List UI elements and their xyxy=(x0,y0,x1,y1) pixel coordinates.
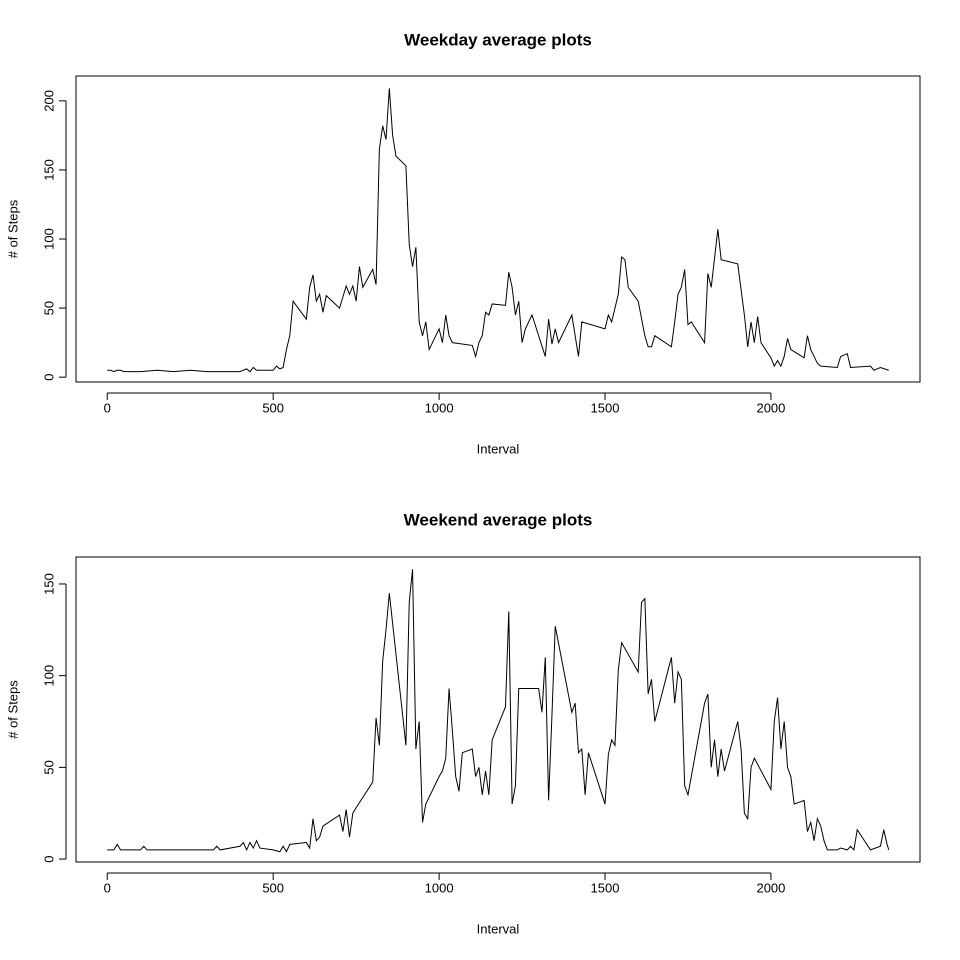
y-tick-label: 0 xyxy=(41,374,56,381)
y-axis-label: # of Steps xyxy=(5,680,20,739)
x-tick-label: 1500 xyxy=(591,400,620,415)
x-tick-label: 0 xyxy=(104,400,111,415)
x-tick-label: 500 xyxy=(262,880,284,895)
x-tick-label: 1000 xyxy=(425,400,454,415)
x-axis-label: Interval xyxy=(477,921,520,936)
chart-title: Weekday average plots xyxy=(404,30,592,49)
x-tick-label: 500 xyxy=(262,400,284,415)
y-tick-label: 150 xyxy=(41,159,56,181)
x-tick-label: 1500 xyxy=(591,880,620,895)
y-tick-label: 100 xyxy=(41,228,56,250)
y-tick-label: 0 xyxy=(41,855,56,862)
y-axis-label: # of Steps xyxy=(5,199,20,258)
plot-box xyxy=(75,75,921,383)
y-tick-label: 150 xyxy=(41,573,56,595)
y-tick-label: 50 xyxy=(41,760,56,774)
x-axis-label: Interval xyxy=(477,441,520,456)
x-tick-label: 0 xyxy=(104,880,111,895)
y-tick-label: 50 xyxy=(41,301,56,315)
x-tick-label: 2000 xyxy=(756,400,785,415)
y-tick-label: 200 xyxy=(41,90,56,112)
y-tick-label: 100 xyxy=(41,665,56,687)
data-line xyxy=(107,88,889,373)
x-tick-label: 1000 xyxy=(425,880,454,895)
chart-title: Weekend average plots xyxy=(404,510,593,529)
data-line xyxy=(107,569,890,853)
plot-box xyxy=(75,556,921,863)
x-tick-label: 2000 xyxy=(756,880,785,895)
